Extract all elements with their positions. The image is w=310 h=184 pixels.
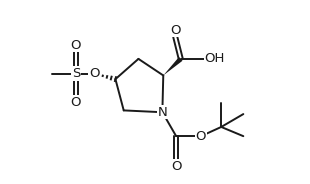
Text: S: S — [72, 67, 80, 80]
Text: O: O — [196, 130, 206, 143]
Text: N: N — [157, 106, 167, 119]
Text: O: O — [71, 38, 81, 52]
Text: O: O — [71, 96, 81, 109]
Polygon shape — [163, 57, 183, 75]
Text: O: O — [170, 24, 180, 37]
Text: O: O — [171, 160, 181, 173]
Text: O: O — [89, 67, 100, 80]
Text: OH: OH — [205, 52, 225, 65]
